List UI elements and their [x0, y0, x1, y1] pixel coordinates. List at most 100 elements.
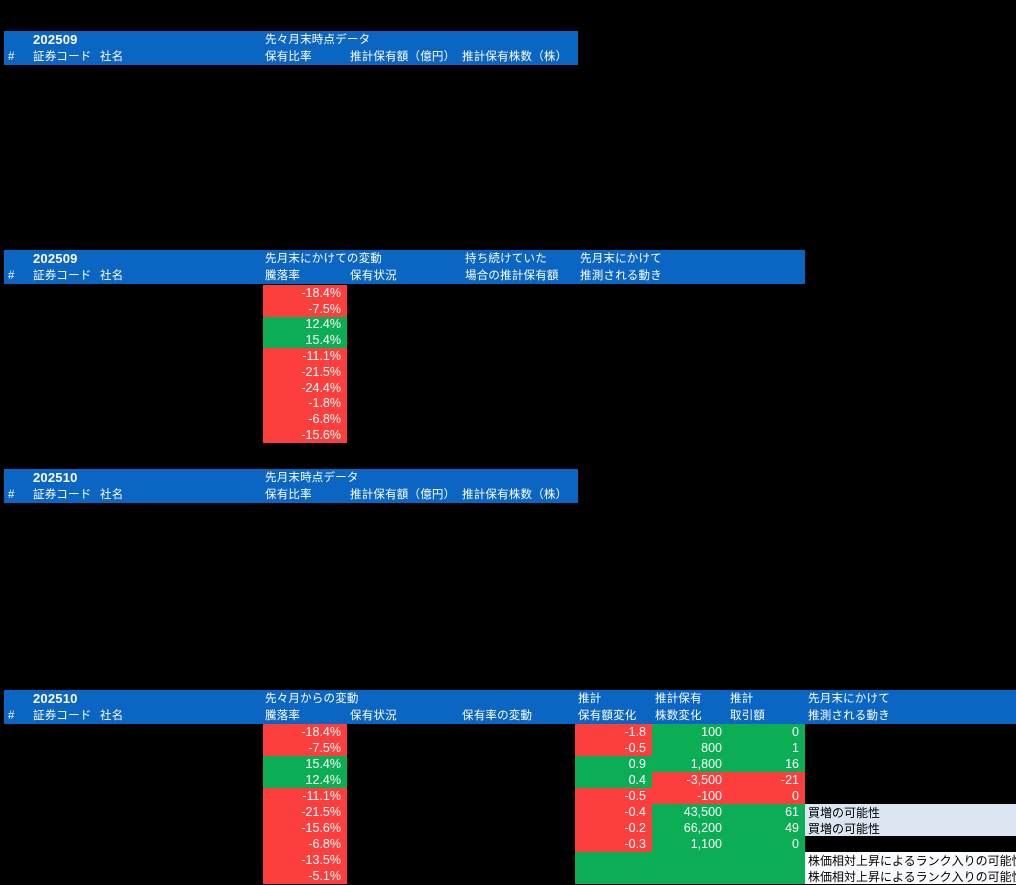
- share-change-cell[interactable]: 1,800: [652, 756, 728, 772]
- header-label: 推測される動き: [580, 270, 662, 282]
- share-change-cell[interactable]: 100: [652, 724, 728, 740]
- header-label: 推計保有額（億円）: [350, 489, 456, 501]
- change-rate-cell[interactable]: -11.1%: [263, 788, 347, 804]
- amount-change-cell[interactable]: [575, 852, 652, 868]
- change-rate-cell[interactable]: 12.4%: [263, 316, 347, 333]
- header-label: 保有比率: [265, 489, 312, 501]
- change-rate-cell[interactable]: -18.4%: [263, 724, 347, 740]
- change-rate-cell[interactable]: -5.1%: [263, 868, 347, 884]
- movement-note-cell[interactable]: 買増の可能性: [805, 820, 1016, 836]
- amount-change-cell[interactable]: 0.4: [575, 772, 652, 788]
- section-header-202509-change: 202509 先月末にかけての変動 持ち続けていた 先月末にかけて # 証券コード 社名 騰落…: [4, 250, 805, 284]
- period-label: 202509: [33, 251, 78, 266]
- change-rate-cell[interactable]: -6.8%: [263, 836, 347, 852]
- header-label: 社名: [100, 710, 124, 722]
- share-change-cell[interactable]: 800: [652, 740, 728, 756]
- period-label: 202509: [33, 32, 78, 47]
- header-label: #: [8, 710, 15, 722]
- change-rate-cell[interactable]: -13.5%: [263, 852, 347, 868]
- header-label: 騰落率: [265, 270, 301, 282]
- section-header-202510-snapshot: 202510 先月末時点データ # 証券コード 社名 保有比率 推計保有額（億円） 推計保有株…: [4, 469, 578, 503]
- share-change-cell[interactable]: [652, 852, 728, 868]
- change-rate-cell[interactable]: -21.5%: [263, 804, 347, 820]
- change-rate-cell[interactable]: -15.6%: [263, 427, 347, 443]
- change-rate-cell[interactable]: -7.5%: [263, 300, 347, 317]
- share-change-cell[interactable]: 43,500: [652, 804, 728, 820]
- amount-change-cell[interactable]: -1.8: [575, 724, 652, 740]
- header-label: 先月末にかけての変動: [265, 253, 382, 265]
- header-label: 推計保有額（億円）: [350, 51, 456, 63]
- share-change-cell[interactable]: 1,100: [652, 836, 728, 852]
- header-label: 持ち続けていた: [465, 253, 547, 265]
- header-label: 証券コード: [33, 489, 92, 501]
- trade-amount-cell[interactable]: 16: [728, 756, 805, 772]
- header-label: 先々月末時点データ: [265, 34, 371, 46]
- change-rate-cell[interactable]: -11.1%: [263, 348, 347, 364]
- change-rate-cell[interactable]: -15.6%: [263, 820, 347, 836]
- section-header-202510-change-detail: 202510 先々月からの変動 推計 推計保有 推計 先月末にかけて # 証券コード 社名 騰落率…: [4, 690, 1016, 724]
- change-rate-cell[interactable]: -6.8%: [263, 411, 347, 428]
- header-label: 先月末時点データ: [265, 472, 359, 484]
- header-label: #: [8, 489, 15, 501]
- header-label: 社名: [100, 270, 124, 282]
- period-label: 202510: [33, 691, 78, 706]
- period-label: 202510: [33, 470, 78, 485]
- movement-note-cell[interactable]: 株価相対上昇によるランク入りの可能性: [805, 852, 1016, 868]
- movement-note-cell[interactable]: 株価相対上昇によるランク入りの可能性: [805, 868, 1016, 884]
- header-label: 騰落率: [265, 710, 301, 722]
- header-label: 推計保有: [655, 693, 702, 705]
- change-rate-cell[interactable]: -24.4%: [263, 379, 347, 396]
- change-rate-cell[interactable]: 15.4%: [263, 756, 347, 772]
- header-label: 推計: [578, 693, 602, 705]
- change-rate-cell[interactable]: -21.5%: [263, 364, 347, 380]
- trade-amount-cell[interactable]: 49: [728, 820, 805, 836]
- header-label: 推測される動き: [808, 710, 890, 722]
- header-label: 株数変化: [655, 710, 702, 722]
- change-rate-cell[interactable]: -1.8%: [263, 395, 347, 412]
- amount-change-cell[interactable]: -0.5: [575, 740, 652, 756]
- trade-amount-cell[interactable]: -21: [728, 772, 805, 788]
- movement-note-cell[interactable]: 買増の可能性: [805, 804, 1016, 820]
- trade-amount-cell[interactable]: 1: [728, 740, 805, 756]
- header-label: 場合の推計保有額: [465, 270, 559, 282]
- header-label: 推計: [730, 693, 754, 705]
- share-change-cell[interactable]: 66,200: [652, 820, 728, 836]
- amount-change-cell[interactable]: -0.5: [575, 788, 652, 804]
- change-rate-cell[interactable]: -18.4%: [263, 285, 347, 301]
- amount-change-cell[interactable]: -0.4: [575, 804, 652, 820]
- header-label: 保有率の変動: [462, 710, 533, 722]
- header-label: 先月末にかけて: [580, 253, 662, 265]
- header-label: 社名: [100, 489, 124, 501]
- trade-amount-cell[interactable]: 0: [728, 724, 805, 740]
- header-label: 証券コード: [33, 51, 92, 63]
- trade-amount-cell[interactable]: [728, 852, 805, 868]
- trade-amount-cell[interactable]: 0: [728, 788, 805, 804]
- header-label: 取引額: [730, 710, 766, 722]
- header-label: 保有状況: [350, 710, 397, 722]
- change-rate-cell[interactable]: 12.4%: [263, 772, 347, 788]
- amount-change-cell[interactable]: [575, 868, 652, 884]
- change-rate-cell[interactable]: -7.5%: [263, 740, 347, 756]
- header-label: 保有状況: [350, 270, 397, 282]
- header-label: 推計保有株数（株）: [462, 489, 568, 501]
- share-change-cell[interactable]: -100: [652, 788, 728, 804]
- header-label: 推計保有株数（株）: [462, 51, 568, 63]
- header-label: 証券コード: [33, 270, 92, 282]
- header-label: 先月末にかけて: [808, 693, 890, 705]
- section-header-202509-snapshot: 202509 先々月末時点データ # 証券コード 社名 保有比率 推計保有額（億円） 推計保有…: [4, 31, 578, 65]
- amount-change-cell[interactable]: 0.9: [575, 756, 652, 772]
- trade-amount-cell[interactable]: [728, 868, 805, 884]
- header-label: 社名: [100, 51, 124, 63]
- share-change-cell[interactable]: [652, 868, 728, 884]
- header-label: #: [8, 270, 15, 282]
- header-label: 保有比率: [265, 51, 312, 63]
- change-rate-cell[interactable]: 15.4%: [263, 332, 347, 349]
- amount-change-cell[interactable]: -0.2: [575, 820, 652, 836]
- header-label: 証券コード: [33, 710, 92, 722]
- amount-change-cell[interactable]: -0.3: [575, 836, 652, 852]
- trade-amount-cell[interactable]: 0: [728, 836, 805, 852]
- trade-amount-cell[interactable]: 61: [728, 804, 805, 820]
- header-label: 先々月からの変動: [265, 693, 359, 705]
- share-change-cell[interactable]: -3,500: [652, 772, 728, 788]
